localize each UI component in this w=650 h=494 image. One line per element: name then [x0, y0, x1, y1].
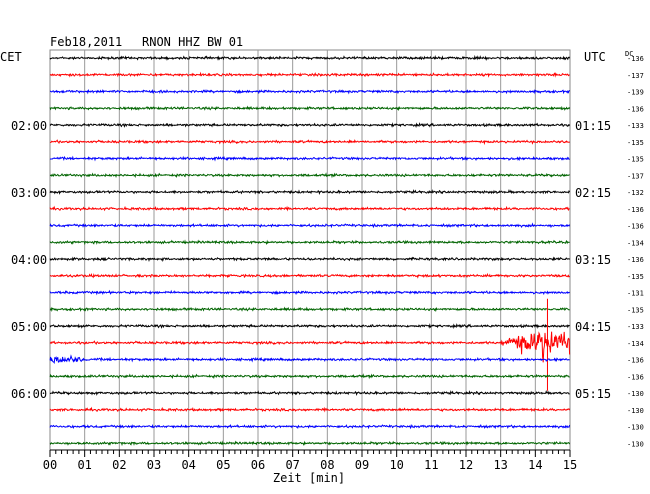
utc-time-label: 01:15	[575, 119, 611, 133]
dc-offset-label: -136	[627, 55, 644, 63]
cet-time-label: 05:00	[11, 320, 47, 334]
trace-row-21	[49, 390, 570, 396]
chart-grid	[49, 49, 571, 457]
trace-row-23	[49, 423, 571, 430]
dc-offset-label: -136	[627, 223, 644, 231]
trace-row-16	[49, 306, 570, 313]
dc-header-label: DC	[625, 50, 633, 58]
trace-row-10	[49, 205, 570, 212]
x-tick-label: 13	[493, 458, 507, 472]
cet-time-label: 04:00	[11, 253, 47, 267]
trace-row-3	[49, 88, 570, 95]
trace-row-24	[49, 440, 571, 447]
dc-offset-label: -139	[627, 89, 644, 97]
x-tick-label: 12	[459, 458, 473, 472]
dc-offset-label: -130	[627, 390, 644, 398]
trace-row-4	[49, 105, 571, 112]
utc-time-label: 02:15	[575, 186, 611, 200]
trace-row-6	[49, 139, 570, 146]
trace-row-22	[49, 406, 571, 413]
dc-offset-label: -136	[627, 105, 644, 113]
dc-offset-label: -130	[627, 440, 644, 448]
cet-time-label: 06:00	[11, 387, 47, 401]
x-tick-label: 06	[251, 458, 265, 472]
utc-time-label: 04:15	[575, 320, 611, 334]
chart-station: RNON HHZ BW 01	[142, 35, 243, 49]
dc-offset-label: -136	[627, 357, 644, 365]
plot-frame	[49, 49, 571, 451]
dc-offset-label: -130	[627, 407, 644, 415]
utc-time-label: 03:15	[575, 253, 611, 267]
trace-row-13	[49, 256, 570, 263]
x-tick-label: 00	[43, 458, 57, 472]
utc-time-label: 05:15	[575, 387, 611, 401]
dc-offset-label: -134	[627, 340, 644, 348]
dc-offset-label: -130	[627, 424, 644, 432]
left-timezone-label: CET	[0, 50, 22, 64]
dc-offset-label: -132	[627, 189, 644, 197]
dc-offset-label: -136	[627, 256, 644, 264]
trace-row-11	[49, 222, 571, 229]
x-tick-label: 05	[216, 458, 230, 472]
trace-row-1	[49, 54, 571, 61]
x-axis-label: Zeit [min]	[273, 471, 345, 485]
dc-offset-label: -133	[627, 122, 644, 130]
trace-row-19	[49, 354, 570, 364]
x-tick-label: 09	[355, 458, 369, 472]
dc-offset-label: -136	[627, 373, 644, 381]
dc-offset-label: -135	[627, 306, 644, 314]
x-tick-label: 02	[112, 458, 126, 472]
dc-offset-label: -131	[627, 290, 644, 298]
x-tick-label: 10	[389, 458, 403, 472]
trace-row-8	[49, 172, 570, 179]
cet-time-label: 03:00	[11, 186, 47, 200]
x-tick-label: 14	[528, 458, 542, 472]
dc-offset-label: -135	[627, 273, 644, 281]
trace-row-5	[49, 122, 571, 128]
dc-offset-label: -135	[627, 156, 644, 164]
trace-row-14	[49, 272, 570, 279]
trace-row-12	[49, 239, 570, 246]
trace-row-2	[49, 71, 570, 78]
time-labels: 00 01 02 03 04 05 06 07 08 09 10 11 12 13 14 15 02:00 03:…	[11, 55, 644, 472]
right-timezone-label: UTC	[584, 50, 606, 64]
trace-row-7	[49, 155, 570, 162]
trace-rows	[49, 54, 571, 447]
dc-offset-label: -133	[627, 323, 644, 331]
trace-row-18	[49, 331, 571, 363]
x-tick-label: 07	[285, 458, 299, 472]
x-tick-label: 15	[563, 458, 577, 472]
dc-offset-label: -134	[627, 239, 644, 247]
x-tick-label: 01	[77, 458, 91, 472]
trace-row-17	[49, 323, 570, 329]
trace-row-15	[49, 289, 570, 296]
dc-offset-label: -137	[627, 72, 644, 80]
dc-offset-label: -137	[627, 172, 644, 180]
x-tick-label: 11	[424, 458, 438, 472]
x-tick-label: 03	[147, 458, 161, 472]
trace-row-9	[49, 189, 571, 195]
chart-date: Feb18,2011	[50, 35, 122, 49]
dc-offset-label: -136	[627, 206, 644, 214]
x-tick-label: 04	[181, 458, 195, 472]
trace-row-20	[49, 373, 570, 380]
x-tick-label: 08	[320, 458, 334, 472]
cet-time-label: 02:00	[11, 119, 47, 133]
dc-offset-label: -135	[627, 139, 644, 147]
